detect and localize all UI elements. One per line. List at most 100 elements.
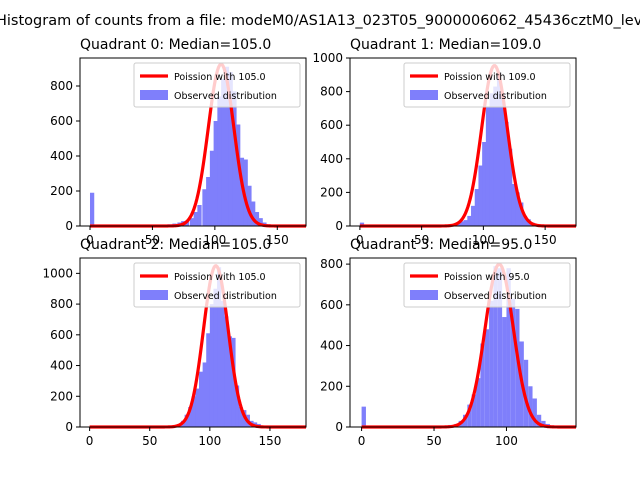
histogram-bar (496, 73, 502, 227)
legend-observed-label: Observed distribution (174, 91, 277, 102)
legend: Poission with 105.0 Observed distribution (133, 262, 301, 308)
y-tick-label: 200 (50, 389, 73, 403)
histogram-bar (239, 157, 245, 226)
x-tick-label: 150 (258, 434, 281, 448)
histogram-bar (485, 106, 491, 226)
histogram-bar (209, 150, 215, 226)
x-tick-label: 0 (86, 233, 94, 247)
histogram-bar (493, 266, 498, 427)
histogram-bar (484, 329, 490, 427)
histogram-bar (227, 336, 232, 427)
y-tick-label: 400 (320, 339, 343, 353)
histogram-bar (519, 202, 524, 226)
subplot-quadrant-2: Quadrant 2: Median=105.0 0 50 100 150 0 200 400… (42, 237, 307, 448)
histogram-bar (258, 218, 263, 227)
histogram-bar (254, 212, 260, 226)
subplot-quadrant-3: Quadrant 3: Median=95.0 0 50 100 0 200 400 600 8… (320, 237, 577, 448)
x-tick-label: 0 (356, 233, 364, 247)
x-tick-label: 50 (414, 233, 429, 247)
histogram-bar (474, 189, 479, 226)
histogram-bar (523, 359, 529, 427)
x-tick-label: 100 (495, 434, 518, 448)
histogram-bar (188, 407, 193, 427)
y-tick-label: 0 (335, 420, 343, 434)
legend-observed-swatch (140, 90, 168, 100)
histogram-bar (228, 72, 233, 226)
y-tick-label: 1000 (42, 266, 73, 280)
histogram-bars (89, 66, 282, 227)
x-tick-label: 50 (145, 233, 160, 247)
legend-poisson-label: Poission with 109.0 (444, 72, 536, 83)
y-tick-label: 200 (320, 185, 343, 199)
subplot-quadrant-1: Quadrant 1: Median=109.0 0 50 100 150 0 200 400… (312, 37, 577, 247)
y-tick-label: 600 (50, 328, 73, 342)
y-tick-label: 800 (50, 79, 73, 93)
legend: Poission with 95.0 Observed distribution (403, 262, 571, 308)
histogram-bar (217, 96, 222, 226)
legend-observed-label: Observed distribution (444, 91, 547, 102)
y-tick-label: 400 (50, 149, 73, 163)
y-tick-label: 200 (50, 184, 73, 198)
y-tick-label: 0 (335, 219, 343, 233)
histogram-bar (532, 398, 537, 427)
axes-frame (349, 257, 577, 428)
histogram-bar (478, 165, 483, 226)
histogram-bar (463, 220, 468, 226)
histogram-bar (89, 192, 95, 226)
histogram-bar (489, 93, 494, 226)
legend-box (403, 62, 571, 108)
histogram-bar (497, 268, 503, 427)
y-tick-label: 600 (50, 114, 73, 128)
histogram-bar (482, 142, 487, 226)
subplot-title: Quadrant 0: Median=105.0 (80, 37, 271, 53)
x-tick-label: 0 (86, 434, 94, 448)
histogram-bar (515, 192, 520, 226)
legend-observed-swatch (410, 290, 438, 300)
x-tick-label: 50 (426, 434, 441, 448)
histogram-bar (489, 300, 494, 427)
histogram-bar (221, 79, 226, 226)
histogram-bar (251, 201, 256, 226)
histogram-bar (471, 394, 477, 427)
histogram-bar (511, 184, 516, 226)
x-tick-label: 100 (203, 233, 226, 247)
histogram-bar (476, 378, 481, 427)
histogram-bar (502, 317, 507, 427)
histogram-bar (504, 121, 509, 226)
histogram-bar (361, 406, 366, 427)
x-tick-label: 0 (358, 434, 366, 448)
legend-poisson-label: Poission with 105.0 (174, 72, 266, 83)
histogram-bar (224, 316, 229, 427)
histogram-bar (193, 212, 198, 226)
histogram-bar (359, 222, 365, 226)
histogram-bar (508, 148, 513, 226)
figure-suptitle: Histogram of counts from a file: modeM0/… (0, 13, 640, 29)
histogram-bar (206, 177, 211, 226)
subplot-title: Quadrant 3: Median=95.0 (350, 237, 532, 253)
y-tick-label: 800 (320, 85, 343, 99)
y-tick-label: 600 (320, 298, 343, 312)
x-tick-label: 150 (534, 233, 557, 247)
histogram-bar (467, 404, 472, 427)
y-tick-label: 800 (320, 257, 343, 271)
subplot-quadrant-0: Quadrant 0: Median=105.0 0 50 100 150 0 200 400… (50, 37, 307, 247)
histogram-bars (359, 73, 550, 227)
histogram-bar (195, 388, 200, 427)
histogram-bar (220, 301, 225, 427)
histogram-bar (238, 407, 243, 427)
histogram-bar (231, 337, 236, 427)
histogram-bar (515, 308, 520, 427)
histogram-bar (197, 205, 202, 226)
histogram-bar (236, 124, 241, 226)
histogram-bar (506, 268, 511, 427)
subplot-title: Quadrant 1: Median=109.0 (350, 37, 541, 53)
axes-frame (349, 57, 577, 227)
y-tick-label: 0 (65, 219, 73, 233)
legend: Poission with 109.0 Observed distribution (403, 62, 571, 108)
histogram-bar (232, 91, 237, 226)
legend-poisson-label: Poission with 105.0 (174, 272, 266, 283)
axes-frame (79, 257, 307, 428)
x-tick-label: 150 (266, 233, 289, 247)
y-tick-label: 1000 (312, 51, 343, 65)
